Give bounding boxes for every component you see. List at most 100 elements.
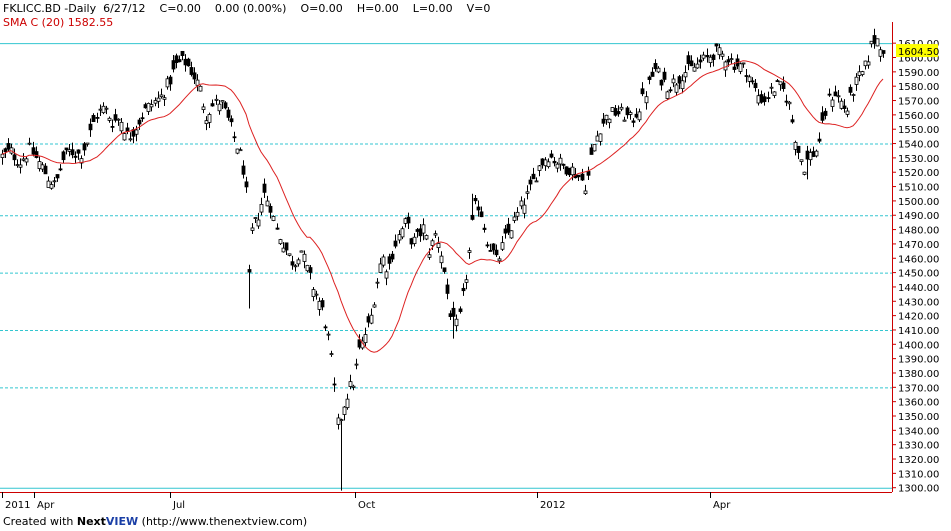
candle-body bbox=[482, 227, 487, 230]
candle-body bbox=[153, 100, 158, 104]
candle-body bbox=[872, 35, 877, 44]
candle-body bbox=[772, 91, 777, 96]
candle-body bbox=[223, 102, 228, 109]
candle-body bbox=[839, 100, 844, 109]
candle-body bbox=[122, 133, 127, 141]
candle-body bbox=[467, 250, 472, 253]
candle-body bbox=[708, 56, 713, 64]
candle-body bbox=[40, 164, 45, 170]
candle-body bbox=[546, 161, 551, 168]
candle-body bbox=[775, 80, 780, 82]
y-tick-label: 1350.00 bbox=[898, 412, 939, 423]
candle-body bbox=[805, 150, 810, 160]
candle-body bbox=[753, 82, 758, 89]
candle-body bbox=[70, 149, 75, 156]
candle-body bbox=[168, 76, 173, 85]
candle-body bbox=[665, 91, 670, 99]
candle-body bbox=[21, 158, 26, 161]
candle-body bbox=[714, 43, 719, 47]
candle-body bbox=[698, 59, 703, 63]
candle-body bbox=[750, 80, 755, 83]
candle-body bbox=[808, 152, 813, 161]
candle-body bbox=[137, 119, 142, 125]
chart-header-sma: SMA C (20) 1582.55 bbox=[3, 16, 113, 29]
candle-body bbox=[217, 103, 222, 112]
candle-body bbox=[0, 153, 5, 158]
candle-body bbox=[717, 47, 722, 56]
y-tick-label: 1450.00 bbox=[898, 269, 939, 280]
candle-body bbox=[729, 58, 734, 61]
y-tick-label: 1500.00 bbox=[898, 197, 939, 208]
candle-body bbox=[650, 71, 655, 77]
candle-body bbox=[268, 205, 273, 213]
candle-body bbox=[85, 142, 90, 145]
candle-body bbox=[512, 216, 517, 221]
candle-body bbox=[540, 158, 545, 166]
sma-line bbox=[1, 60, 884, 353]
brand-view: VIEW bbox=[105, 515, 139, 528]
candle-body bbox=[24, 158, 29, 163]
candle-body bbox=[275, 227, 280, 230]
y-tick-label: 1300.00 bbox=[898, 484, 939, 495]
y-tick-label: 1320.00 bbox=[898, 455, 939, 466]
candle-body bbox=[564, 166, 569, 175]
y-tick-label: 1360.00 bbox=[898, 398, 939, 409]
candle-body bbox=[558, 157, 563, 165]
candle-body bbox=[354, 363, 359, 366]
x-tick-label: Apr bbox=[713, 500, 731, 511]
candle-body bbox=[49, 184, 54, 189]
candle-body bbox=[281, 247, 286, 253]
candle-body bbox=[531, 173, 536, 180]
candle-body bbox=[454, 318, 459, 327]
candle-body bbox=[881, 50, 886, 54]
candle-body bbox=[348, 381, 353, 387]
candle-body bbox=[845, 110, 850, 115]
candle-body bbox=[424, 235, 429, 240]
candle-body bbox=[580, 173, 585, 181]
candle-body bbox=[159, 94, 164, 98]
candle-body bbox=[134, 129, 139, 135]
candle-body bbox=[403, 218, 408, 224]
y-tick-label: 1390.00 bbox=[898, 355, 939, 366]
candle-body bbox=[622, 119, 627, 122]
y-tick-label: 1410.00 bbox=[898, 326, 939, 337]
candle-body bbox=[326, 333, 331, 336]
candle-body bbox=[464, 279, 469, 283]
candle-body bbox=[662, 71, 667, 80]
candle-body bbox=[262, 183, 267, 193]
candle-body bbox=[195, 79, 200, 86]
y-tick-label: 1480.00 bbox=[898, 226, 939, 237]
candle-body bbox=[820, 112, 825, 121]
candle-body bbox=[351, 385, 356, 388]
candle-body bbox=[232, 136, 237, 139]
y-tick-label: 1400.00 bbox=[898, 340, 939, 351]
candle-body bbox=[140, 117, 145, 120]
candle-body bbox=[634, 113, 639, 118]
candle-body bbox=[442, 267, 447, 272]
candle-body bbox=[793, 141, 798, 150]
change-pct: 0.00 (0.00%) bbox=[214, 2, 287, 15]
y-tick-label: 1380.00 bbox=[898, 369, 939, 380]
candle-body bbox=[583, 190, 588, 195]
candle-body bbox=[43, 165, 48, 175]
candle-body bbox=[369, 314, 374, 324]
candle-body bbox=[814, 150, 819, 157]
candle-body bbox=[610, 107, 615, 112]
candle-body bbox=[204, 120, 209, 125]
candle-body bbox=[384, 271, 389, 279]
candle-body bbox=[787, 101, 792, 105]
candle-body bbox=[860, 71, 865, 75]
candle-body bbox=[323, 326, 328, 329]
candle-body bbox=[683, 72, 688, 78]
candle-body bbox=[299, 250, 304, 253]
candle-body bbox=[116, 118, 121, 121]
candle-body bbox=[458, 308, 463, 312]
candle-body bbox=[488, 250, 493, 252]
candle-body bbox=[686, 55, 691, 64]
candle-body bbox=[317, 300, 322, 310]
candle-body bbox=[656, 67, 661, 73]
candle-body bbox=[61, 151, 66, 161]
credit-url[interactable]: (http://www.thenextview.com) bbox=[138, 515, 308, 528]
candle-body bbox=[644, 96, 649, 104]
candle-body bbox=[76, 149, 81, 154]
